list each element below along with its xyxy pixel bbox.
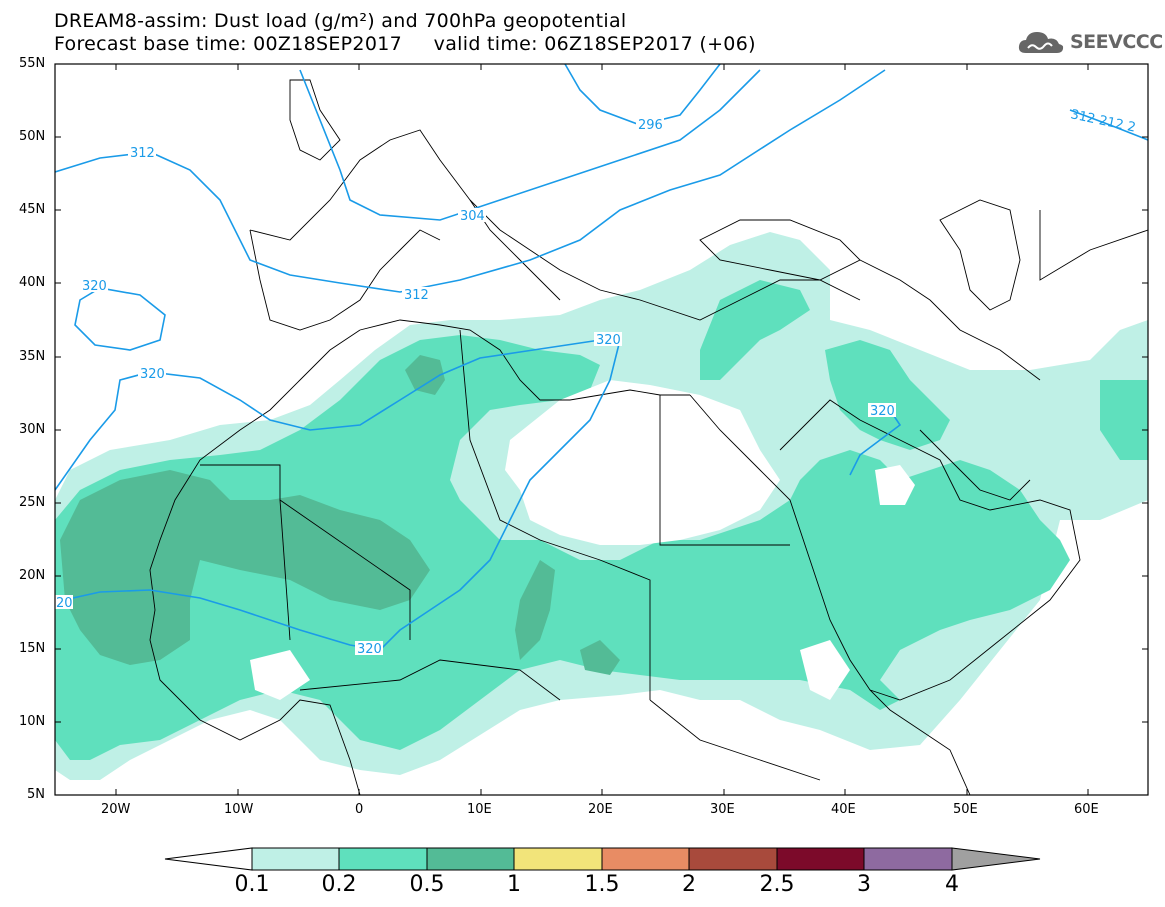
colorbar-label-0-1: 0.1: [234, 872, 270, 897]
dust-region-mid-arabia: [1100, 380, 1148, 460]
colorbar-label-3: 3: [857, 872, 871, 897]
border-sahel: [299, 659, 561, 701]
contour-320-south: [55, 589, 381, 651]
contour-label-296: 296: [638, 118, 663, 133]
lat-label-50n: 50N: [19, 129, 46, 144]
border-algeria: [459, 329, 541, 541]
colorbar-swatch-0: [251, 847, 340, 871]
colorbar-swatch-4: [601, 847, 690, 871]
contour-label-312-a: 312: [130, 146, 155, 161]
contour-label-320-d: 320: [870, 404, 895, 419]
dust-free-region-sahel: [250, 650, 310, 700]
contour-label-20: 20: [56, 596, 73, 611]
lon-label-20w: 20W: [101, 802, 131, 817]
colorbar-label-1-5: 1.5: [584, 872, 620, 897]
lon-label-10e: 10E: [467, 802, 492, 817]
lon-label-0: 0: [355, 802, 364, 817]
colorbar-swatch-3: [513, 847, 603, 871]
coastline-red-sea: [689, 394, 971, 795]
dust-region-dark-west: [60, 470, 430, 665]
contour-label-320-e: 320: [357, 642, 382, 657]
dust-region-dark-north: [405, 355, 445, 395]
dust-load-layer: [55, 232, 1148, 780]
dust-region-dark-sudan: [580, 640, 620, 675]
border-sudan-chad: [539, 539, 651, 700]
logo-text: SEEVCCC: [1070, 31, 1163, 53]
coastlines-layer: [149, 79, 1148, 795]
coastline-africa-north: [359, 319, 690, 401]
lon-label-10w: 10W: [224, 802, 254, 817]
colorbar-label-4: 4: [945, 872, 959, 897]
contour-312-east: [1069, 109, 1148, 141]
coastline-iberia: [249, 229, 441, 331]
seevccc-logo: SEEVCCC: [1016, 24, 1163, 60]
map-title: DREAM8-assim: Dust load (g/m²) and 700hP…: [54, 10, 627, 32]
cloud-icon: [1018, 32, 1064, 53]
lat-label-10n: 10N: [19, 714, 46, 729]
colorbar-label-0-5: 0.5: [409, 872, 445, 897]
dust-region-mid-east: [700, 280, 810, 380]
contour-label-320-c: 320: [596, 333, 621, 348]
contour-label-320-b: 320: [140, 367, 165, 382]
contour-320-main: [55, 339, 622, 651]
border-turkey-iran: [859, 259, 1041, 381]
lon-label-40e: 40E: [831, 802, 856, 817]
border-central-asia: [1039, 210, 1148, 281]
lat-label-45n: 45N: [19, 202, 46, 217]
coastline-britain: [289, 79, 341, 161]
contour-label-312-b: 312: [404, 288, 429, 303]
lat-label-35n: 35N: [19, 349, 46, 364]
colorbar: [164, 847, 1041, 871]
colorbar-label-2-5: 2.5: [759, 872, 795, 897]
border-sahara-2: [279, 499, 291, 641]
colorbar-label-2: 2: [682, 872, 696, 897]
lat-label-15n: 15N: [19, 641, 46, 656]
map-subtitle: Forecast base time: 00Z18SEP2017 valid t…: [54, 33, 756, 55]
contour-304: [299, 69, 761, 221]
colorbar-swatch-5: [688, 847, 778, 871]
axis-ticks: [55, 63, 1148, 795]
contour-label-320-a: 320: [82, 279, 107, 294]
lon-label-50e: 50E: [953, 802, 978, 817]
contour-312-west: [55, 69, 886, 293]
lon-label-30e: 30E: [710, 802, 735, 817]
coastline-caspian: [939, 199, 1021, 311]
contour-320-ring: [74, 287, 166, 351]
dust-free-region: [505, 380, 780, 545]
border-libya-egypt: [659, 395, 790, 546]
dust-free-region-horn: [800, 640, 850, 700]
colorbar-swatch-1: [338, 847, 428, 871]
dust-free-region-arabia: [875, 465, 915, 505]
coastline-africa-west: [149, 329, 361, 795]
colorbar-swatch-2: [426, 847, 515, 871]
lon-label-20e: 20E: [588, 802, 613, 817]
lat-label-55n: 55N: [19, 56, 46, 71]
border-east-africa: [649, 699, 821, 781]
colorbar-label-0-2: 0.2: [321, 872, 357, 897]
lat-label-20n: 20N: [19, 568, 46, 583]
coastline-persian-gulf: [919, 429, 1031, 501]
contour-label-304: 304: [460, 209, 485, 224]
lat-label-5n: 5N: [27, 787, 45, 802]
coastline-arabia: [779, 399, 1081, 701]
colorbar-high-arrow: [951, 847, 1041, 871]
contour-label-312-east: 312 212 2: [1069, 107, 1137, 135]
colorbar-label-1: 1: [507, 872, 521, 897]
dust-region-mid-iraq: [825, 340, 950, 450]
colorbar-low-arrow: [164, 847, 253, 871]
lat-label-25n: 25N: [19, 495, 46, 510]
lon-label-60e: 60E: [1074, 802, 1099, 817]
contour-296: [564, 64, 721, 126]
lat-label-30n: 30N: [19, 422, 46, 437]
coastline-europe: [249, 129, 861, 321]
colorbar-swatch-7: [863, 847, 953, 871]
lat-label-40n: 40N: [19, 275, 46, 290]
dust-region-dark-chad: [515, 560, 555, 660]
colorbar-swatch-6: [776, 847, 865, 871]
